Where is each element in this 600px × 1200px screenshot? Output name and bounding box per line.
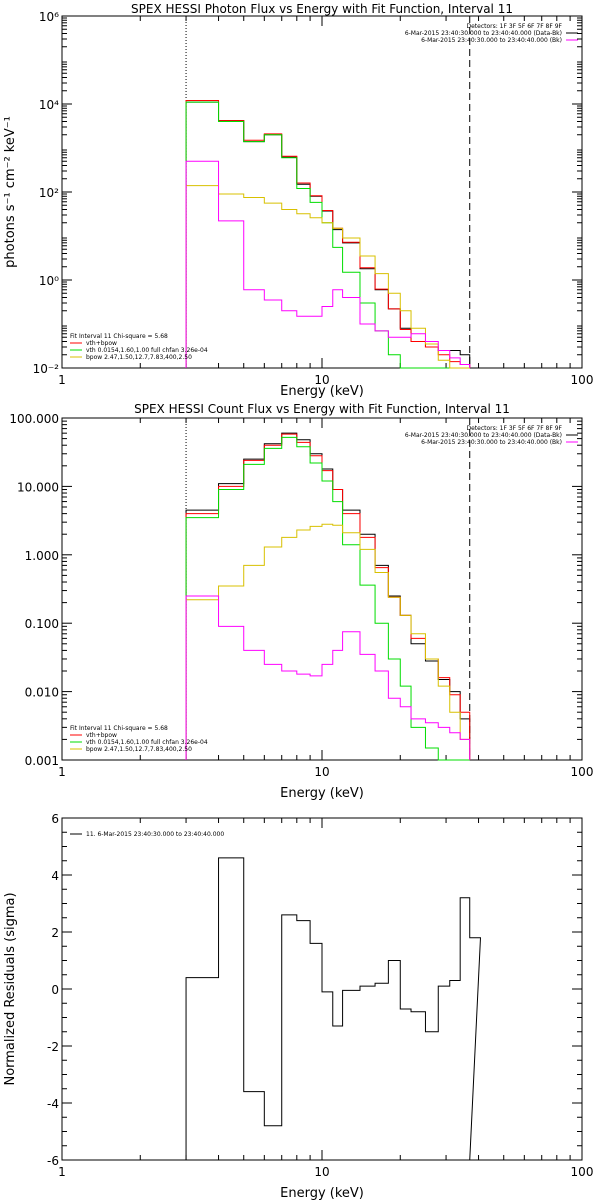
chart-title-0: SPEX HESSI Photon Flux vs Energy with Fi… xyxy=(131,2,513,16)
legend-top-text-1: Detectors: 1F 3F 5F 6F 7F 8F 9F xyxy=(466,425,562,432)
x-tick-label-0: 10 xyxy=(314,373,329,387)
series-fit_sum-1 xyxy=(185,433,471,760)
legend-top-text-2: 11. 6-Mar-2015 23:40:30.000 to 23:40:40.… xyxy=(86,831,224,838)
x-axis-label-0: Energy (keV) xyxy=(280,384,364,399)
legend-top-text-0: 6-Mar-2015 23:40:30.000 to 23:40:40.000 … xyxy=(421,37,562,44)
legend-bottom-text-0: Fit Interval 11 Chi-square = 5.68 xyxy=(70,333,168,340)
x-tick-label-1: 1 xyxy=(58,765,66,779)
y-tick-label-1: 100.000 xyxy=(9,412,59,426)
y-tick-label-0: 10² xyxy=(39,186,59,200)
y-tick-label-0: 10⁰ xyxy=(39,274,59,288)
legend-bottom-text-0: vth+bpow xyxy=(86,340,117,347)
y-tick-label-2: -4 xyxy=(47,1097,59,1111)
series-fit_sum-0 xyxy=(185,100,471,368)
y-tick-label-1: 10.000 xyxy=(17,480,59,494)
y-tick-label-2: -6 xyxy=(47,1154,59,1168)
y-tick-label-1: 0.001 xyxy=(25,754,59,768)
y-axis-label-0: photons s⁻¹ cm⁻² keV⁻¹ xyxy=(3,116,18,268)
x-axis-label-1: Energy (keV) xyxy=(280,786,364,801)
chart-title-1: SPEX HESSI Count Flux vs Energy with Fit… xyxy=(134,402,510,416)
series-residual-2 xyxy=(185,857,482,1161)
series-bpow-1 xyxy=(185,523,471,760)
y-tick-label-1: 1.000 xyxy=(25,549,59,563)
x-tick-label-1: 10 xyxy=(314,765,329,779)
x-tick-label-2: 1 xyxy=(58,1165,66,1179)
x-tick-label-2: 10 xyxy=(314,1165,329,1179)
y-tick-label-0: 10⁶ xyxy=(39,10,59,24)
series-background-1 xyxy=(185,595,471,760)
y-tick-label-0: 10⁴ xyxy=(39,98,59,112)
y-tick-label-0: 10⁻² xyxy=(33,362,60,376)
series-vth-1 xyxy=(185,436,470,761)
series-total-1 xyxy=(185,432,471,760)
series-background-0 xyxy=(185,160,471,368)
series-vth-0 xyxy=(185,101,470,369)
y-tick-label-1: 0.010 xyxy=(25,686,59,700)
legend-top-text-0: Detectors: 1F 3F 5F 6F 7F 8F 9F xyxy=(466,23,562,30)
y-tick-label-2: 4 xyxy=(51,869,59,883)
series-total-0 xyxy=(185,101,471,368)
legend-bottom-text-0: vth 0.0154,1.60,1.00 full chfan 3.26e-04 xyxy=(86,347,208,354)
series-bpow-0 xyxy=(185,185,470,369)
legend-bottom-text-1: vth+bpow xyxy=(86,732,117,739)
x-tick-label-1: 100 xyxy=(571,765,594,779)
legend-top-text-0: 6-Mar-2015 23:40:30.000 to 23:40:40.000 … xyxy=(405,30,562,37)
x-axis-label-2: Energy (keV) xyxy=(280,1186,364,1200)
y-axis-label-2: Normalized Residuals (sigma) xyxy=(3,892,18,1085)
legend-bottom-text-1: vth 0.0154,1.60,1.00 full chfan 3.26e-04 xyxy=(86,739,208,746)
y-tick-label-1: 0.100 xyxy=(25,617,59,631)
y-tick-label-2: 2 xyxy=(51,926,59,940)
y-tick-label-2: 6 xyxy=(51,812,59,826)
legend-bottom-text-1: Fit Interval 11 Chi-square = 5.68 xyxy=(70,725,168,732)
x-tick-label-0: 1 xyxy=(58,373,66,387)
legend-top-text-1: 6-Mar-2015 23:40:30.000 to 23:40:40.000 … xyxy=(421,439,562,446)
legend-bottom-text-0: bpow 2.47,1.50,12.7,7.83,400,2.50 xyxy=(86,354,192,361)
x-tick-label-2: 100 xyxy=(571,1165,594,1179)
legend-top-text-1: 6-Mar-2015 23:40:30.000 to 23:40:40.000 … xyxy=(405,432,562,439)
x-tick-label-0: 100 xyxy=(571,373,594,387)
y-tick-label-2: -2 xyxy=(47,1040,59,1054)
y-tick-label-2: 0 xyxy=(51,983,59,997)
legend-bottom-text-1: bpow 2.47,1.50,12.7,7.83,400,2.50 xyxy=(86,746,192,753)
